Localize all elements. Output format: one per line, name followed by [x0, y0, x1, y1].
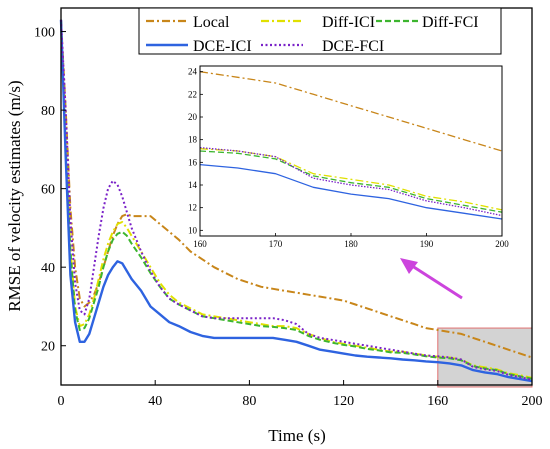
x-tick-label: 160 [427, 394, 448, 409]
y-tick-label: 80 [41, 104, 55, 119]
x-axis-label: Time (s) [268, 426, 325, 445]
x-tick-label: 80 [242, 394, 256, 409]
inset-series-line-local [199, 71, 503, 152]
inset-series-line-dce-ici [199, 163, 503, 220]
inset-tick-marks [199, 71, 503, 236]
x-tick-label: 0 [58, 394, 65, 409]
inset-y-tick-label: 10 [188, 225, 198, 235]
series-line-dce-ici [59, 19, 533, 383]
inset-zoom-panel: 160 170 180 190 200 10 12 14 16 18 20 22 24 [188, 65, 509, 249]
inset-background [200, 66, 502, 236]
series-line-diff-fci [60, 19, 533, 380]
inset-x-tick-label: 200 [495, 239, 509, 249]
zoom-arrow [400, 258, 463, 300]
x-tick-label: 200 [522, 394, 543, 409]
inset-series-line-diff-fci [199, 150, 503, 213]
legend-label-diff-ici: Diff-ICI [322, 14, 375, 31]
y-tick-label: 100 [34, 26, 55, 41]
inset-y-tick-label: 24 [188, 67, 198, 77]
y-tick-label: 60 [41, 183, 55, 198]
legend-label-dce-ici: DCE-ICI [193, 38, 252, 55]
legend-label-dce-fci: DCE-FCI [322, 38, 384, 55]
inset-series-line-diff-ici [199, 148, 503, 211]
inset-y-tick-label: 20 [188, 112, 198, 122]
main-tick-marks [60, 31, 533, 385]
x-tick-label: 40 [148, 394, 162, 409]
series-line-dce-fci [60, 19, 533, 381]
main-series-group [59, 19, 533, 383]
y-axis-label: RMSE of velocity estimates (m/s) [5, 80, 24, 311]
inset-x-tick-label: 170 [269, 239, 283, 249]
y-tick-label: 20 [41, 340, 55, 355]
inset-y-tick-label: 18 [188, 135, 198, 145]
inset-y-tick-label: 14 [188, 180, 198, 190]
inset-x-tick-label: 180 [344, 239, 358, 249]
inset-tick-labels: 160 170 180 190 200 10 12 14 16 18 20 22 24 [188, 67, 509, 249]
x-tick-label: 120 [333, 394, 354, 409]
inset-y-tick-label: 22 [188, 89, 197, 99]
legend-label-local: Local [193, 14, 230, 31]
y-tick-label: 40 [41, 261, 55, 276]
inset-y-tick-label: 12 [188, 203, 197, 213]
legend: Local Diff-ICI Diff-FCI DCE-ICI DCE-FCI [138, 7, 502, 55]
legend-label-diff-fci: Diff-FCI [422, 14, 479, 31]
inset-x-tick-label: 190 [420, 239, 434, 249]
inset-y-tick-label: 16 [188, 157, 198, 167]
inset-series-group [199, 71, 503, 220]
inset-x-tick-label: 160 [193, 239, 207, 249]
main-tick-labels: 0 40 80 120 160 200 20 40 60 80 100 [34, 26, 543, 409]
legend-box [138, 7, 502, 55]
